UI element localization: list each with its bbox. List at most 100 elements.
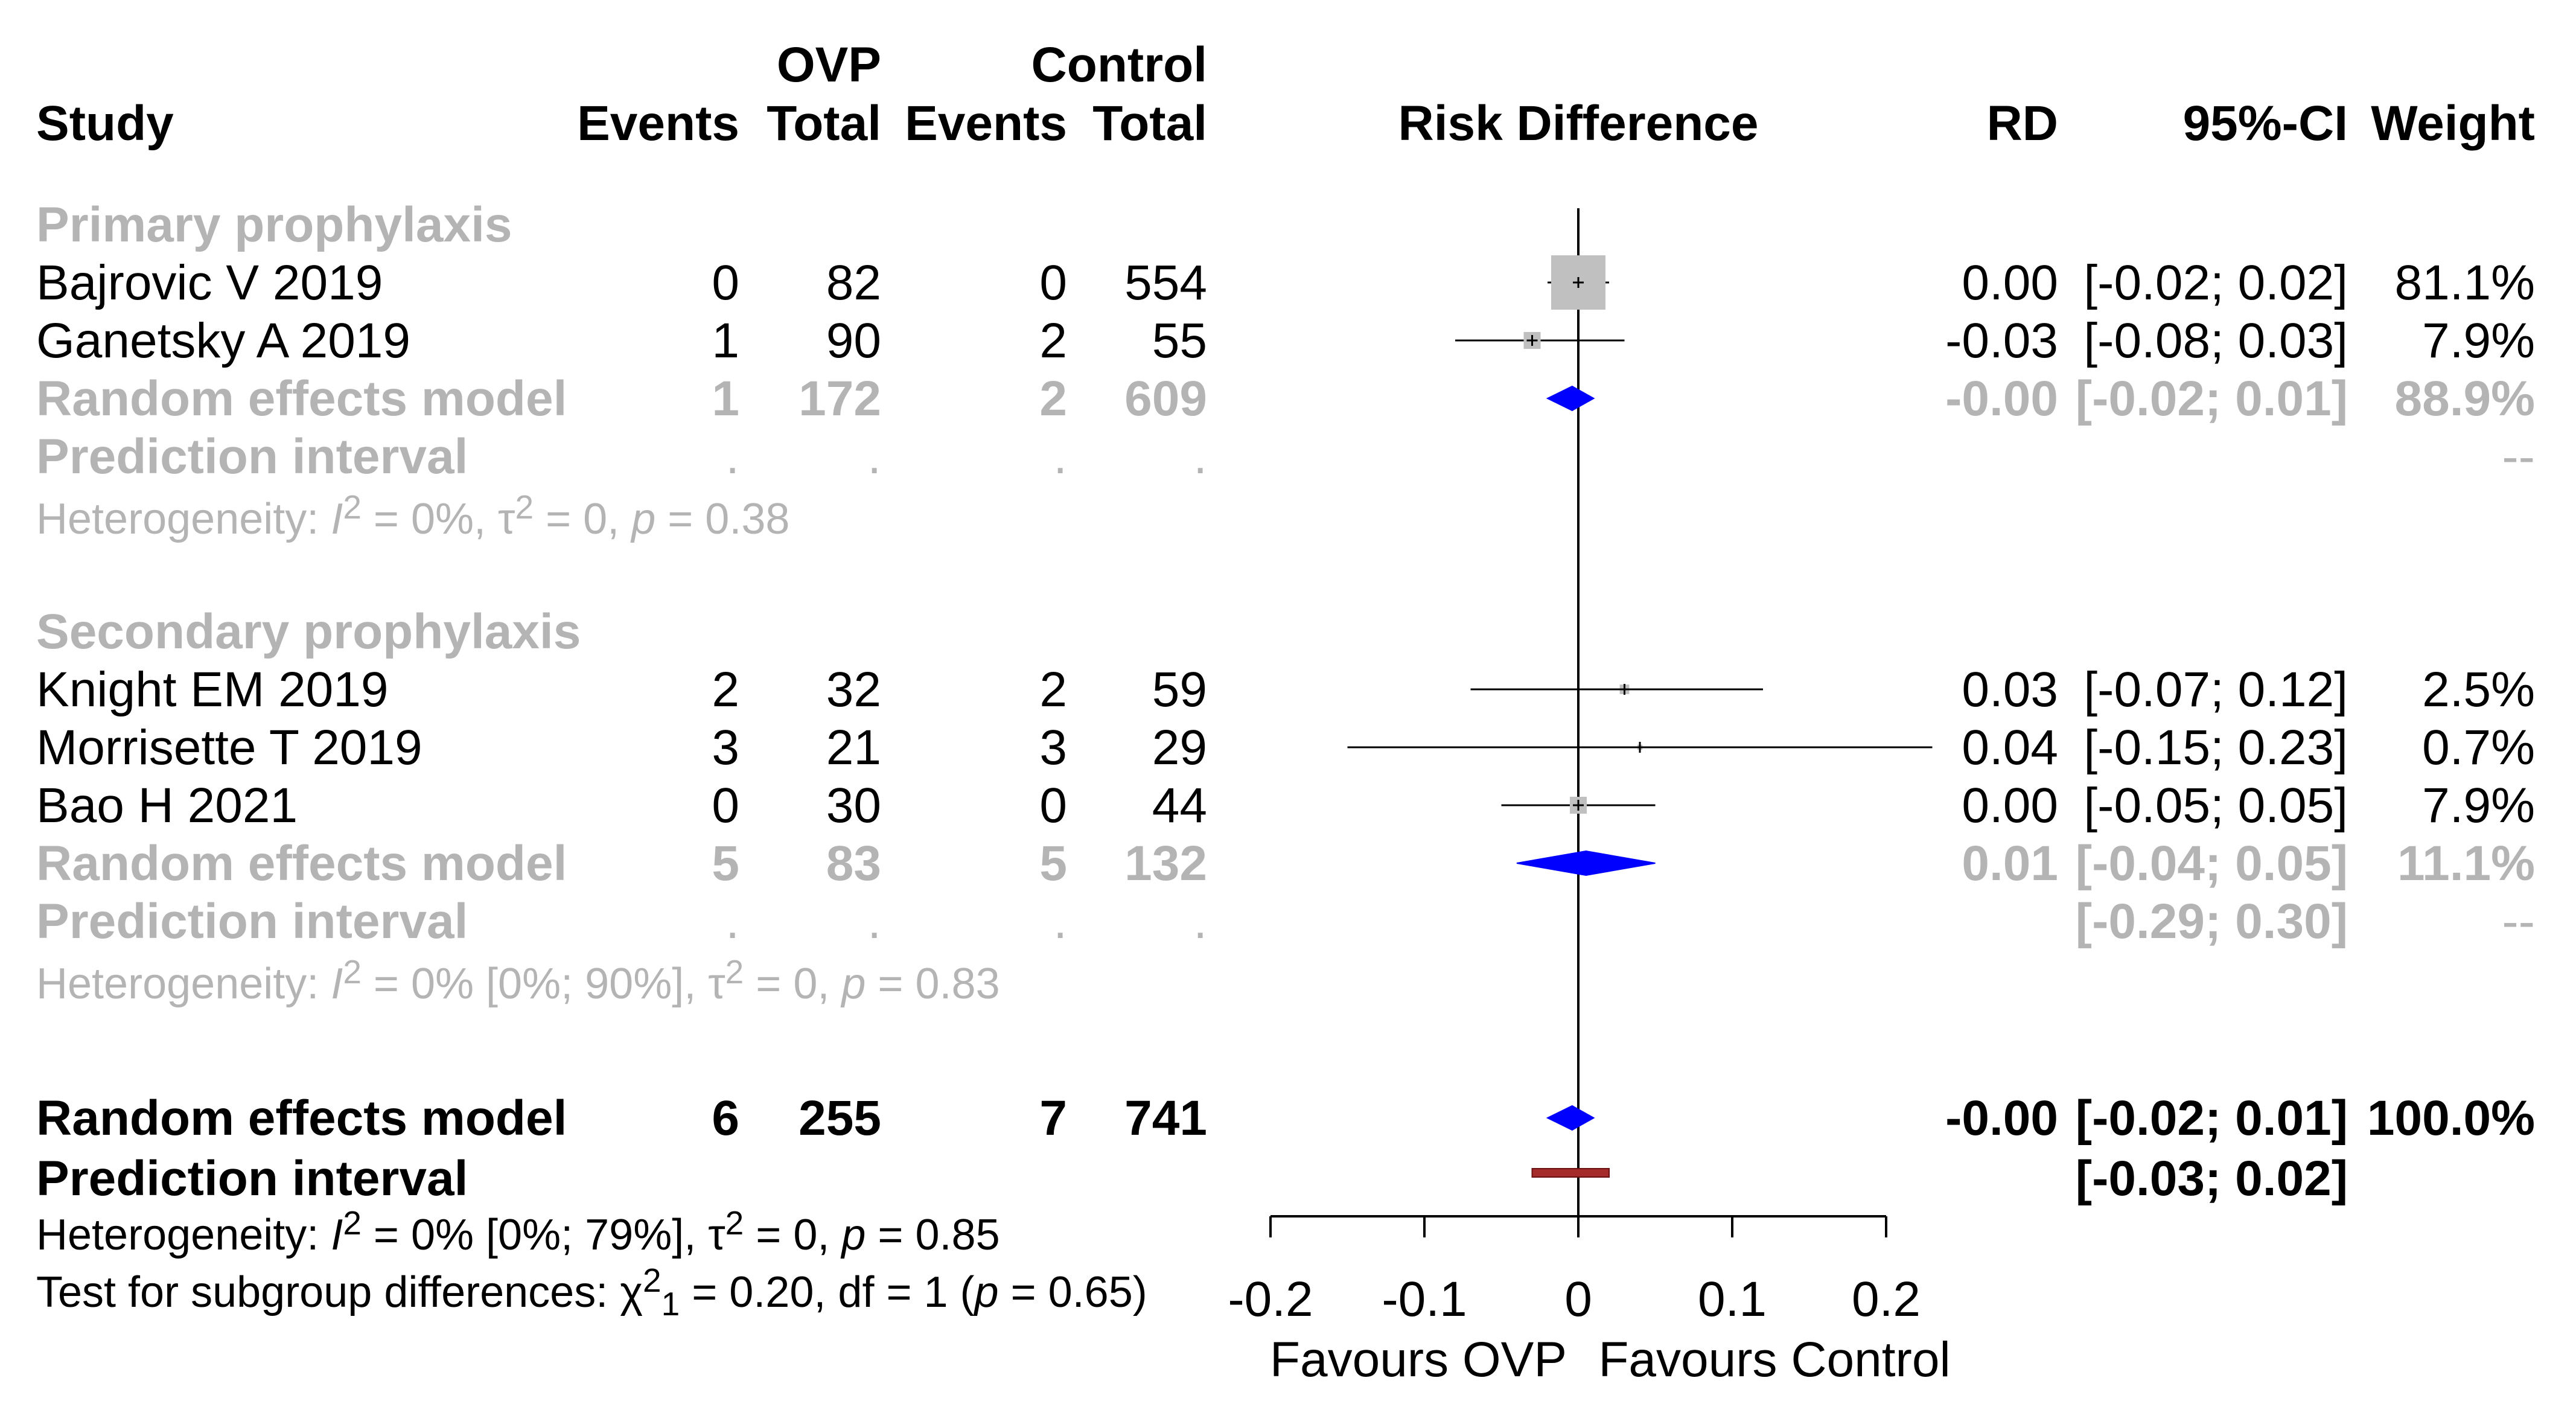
het-part: = 0% [0%; 90%], <box>362 960 708 1008</box>
het-part: 2 <box>725 953 744 991</box>
header-rd: RD <box>1987 96 2058 151</box>
rd-value: 0.04 <box>1962 720 2058 775</box>
prediction-label: Prediction interval <box>36 429 468 484</box>
events-ovp: 0 <box>712 255 739 310</box>
rd-value: 0.00 <box>1962 255 2058 310</box>
total-control: 59 <box>1152 662 1207 717</box>
het-part: 2 <box>643 1262 662 1299</box>
subgroup-diamond <box>1546 385 1595 412</box>
ci-value: [-0.08; 0.03] <box>2083 313 2348 368</box>
total-ovp: 21 <box>826 720 881 775</box>
prediction-dot: . <box>867 429 881 484</box>
prediction-dot: . <box>725 894 739 949</box>
overall-rd: -0.00 <box>1945 1091 2058 1146</box>
overall-pooled-label: Random effects model <box>36 1091 567 1146</box>
het-part: = 0%, <box>362 495 498 543</box>
subgroup-heterogeneity: Heterogeneity: I2 = 0%, τ2 = 0, p = 0.38 <box>36 488 789 543</box>
events-control: 0 <box>1039 778 1067 833</box>
pooled-total-ovp: 172 <box>799 371 881 426</box>
events-control: 0 <box>1039 255 1067 310</box>
het-part: = 0, <box>534 495 631 543</box>
events-control: 3 <box>1039 720 1067 775</box>
het-part: = 0.20, df = 1 ( <box>680 1268 974 1316</box>
overall-weight: 100.0% <box>2367 1091 2535 1146</box>
het-part: 2 <box>343 488 362 526</box>
header-ovp: OVP <box>777 37 881 92</box>
pooled-ci: [-0.04; 0.05] <box>2076 836 2348 891</box>
ci-value: [-0.15; 0.23] <box>2083 720 2348 775</box>
pooled-events-control: 2 <box>1039 371 1067 426</box>
rd-value: 0.00 <box>1962 778 2058 833</box>
weight-value: 7.9% <box>2422 778 2535 833</box>
events-control: 2 <box>1039 662 1067 717</box>
het-part: p <box>840 960 866 1008</box>
overall-prediction-label: Prediction interval <box>36 1151 468 1206</box>
x-axis-tick-label: 0 <box>1564 1272 1592 1327</box>
weight-value: 2.5% <box>2422 662 2535 717</box>
header-total-control: Total <box>1092 96 1207 151</box>
overall-total-ovp: 255 <box>799 1091 881 1146</box>
overall-events-ovp: 6 <box>712 1091 739 1146</box>
study-name: Knight EM 2019 <box>36 662 389 717</box>
het-part: 2 <box>515 488 534 526</box>
het-part: 2 <box>725 1204 744 1242</box>
pooled-events-ovp: 1 <box>712 371 739 426</box>
total-control: 44 <box>1152 778 1207 833</box>
pooled-ci: [-0.02; 0.01] <box>2076 371 2348 426</box>
pooled-total-control: 609 <box>1124 371 1207 426</box>
favours-ovp-label: Favours OVP <box>1270 1332 1567 1387</box>
het-part: χ <box>620 1268 643 1316</box>
overall-diamond <box>1546 1105 1595 1131</box>
subgroup-title: Primary prophylaxis <box>36 197 512 252</box>
study-name: Morrisette T 2019 <box>36 720 422 775</box>
het-part: Heterogeneity: <box>36 495 331 543</box>
header-study: Study <box>36 96 174 151</box>
prediction-weight: -- <box>2502 429 2535 484</box>
het-part: τ <box>708 960 725 1008</box>
events-ovp: 0 <box>712 778 739 833</box>
events-control: 2 <box>1039 313 1067 368</box>
het-part: Heterogeneity: <box>36 960 331 1008</box>
het-part: 2 <box>343 1204 362 1242</box>
overall-ci: [-0.02; 0.01] <box>2076 1091 2348 1146</box>
events-ovp: 3 <box>712 720 739 775</box>
prediction-weight: -- <box>2502 894 2535 949</box>
het-part: Heterogeneity: <box>36 1211 331 1259</box>
total-control: 55 <box>1152 313 1207 368</box>
header-ci: 95%-CI <box>2183 96 2348 151</box>
total-ovp: 32 <box>826 662 881 717</box>
overall-total-control: 741 <box>1124 1091 1207 1146</box>
pooled-weight: 88.9% <box>2394 371 2535 426</box>
prediction-dot: . <box>867 894 881 949</box>
rd-value: -0.03 <box>1945 313 2058 368</box>
het-part: = 0.85 <box>866 1211 999 1259</box>
prediction-dot: . <box>1053 894 1067 949</box>
header-events-control: Events <box>905 96 1067 151</box>
overall-prediction-ci: [-0.03; 0.02] <box>2076 1151 2348 1206</box>
subgroup-pooled-label: Random effects model <box>36 836 567 891</box>
total-ovp: 30 <box>826 778 881 833</box>
overall-heterogeneity: Heterogeneity: I2 = 0% [0%; 79%], τ2 = 0… <box>36 1204 1000 1259</box>
het-part: I <box>331 1211 343 1259</box>
overall-events-control: 7 <box>1039 1091 1067 1146</box>
weight-value: 81.1% <box>2394 255 2535 310</box>
het-part: 1 <box>662 1285 680 1323</box>
het-part: = 0.65) <box>999 1268 1147 1316</box>
weight-value: 7.9% <box>2422 313 2535 368</box>
pooled-rd: 0.01 <box>1962 836 2058 891</box>
het-part: p <box>974 1268 999 1316</box>
x-axis-tick-label: 0.2 <box>1852 1272 1921 1327</box>
subgroup-differences-test: Test for subgroup differences: χ21 = 0.2… <box>36 1262 1147 1323</box>
subgroup-pooled-label: Random effects model <box>36 371 567 426</box>
total-ovp: 90 <box>826 313 881 368</box>
het-part: 2 <box>343 953 362 991</box>
weight-value: 0.7% <box>2422 720 2535 775</box>
overall-prediction-bar <box>1531 1168 1610 1178</box>
total-control: 554 <box>1124 255 1207 310</box>
prediction-ci: [-0.29; 0.30] <box>2076 894 2348 949</box>
study-name: Ganetsky A 2019 <box>36 313 410 368</box>
prediction-dot: . <box>1053 429 1067 484</box>
study-name: Bao H 2021 <box>36 778 298 833</box>
het-part: = 0, <box>744 1211 841 1259</box>
